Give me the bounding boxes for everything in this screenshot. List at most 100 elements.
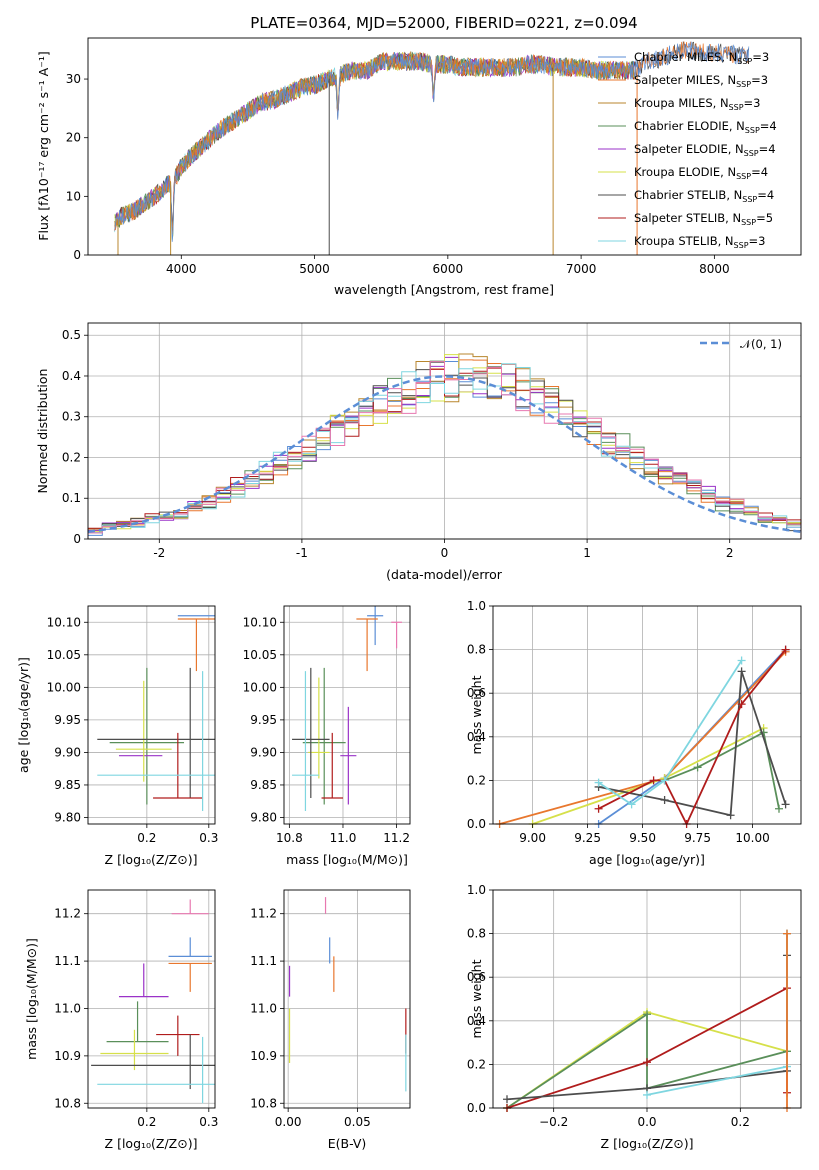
p-ageM-xtick-label: 11.0 xyxy=(330,831,357,845)
spectrum-legend-label: Kroupa MILES, NSSP=3 xyxy=(634,96,760,112)
residuals-legend: 𝒩(0, 1) xyxy=(700,337,782,351)
p-wAge-ytick-label: 0.0 xyxy=(467,817,486,831)
p-wZ-ytick-label: 0.0 xyxy=(467,1101,486,1115)
spectrum-legend-label: Salpeter STELIB, NSSP=5 xyxy=(634,211,773,227)
mass-weight-line xyxy=(532,727,765,825)
residuals-ylabel: Normed distribution xyxy=(35,369,50,494)
spectrum-panel: 4000 5000 6000 7000 8000 0 10 20 30 Chabrier MIL… xyxy=(36,37,802,297)
spectrum-ylabel: Flux [fλ10⁻¹⁷ erg cm⁻² s⁻¹ A⁻¹] xyxy=(36,51,51,240)
mass-vs-metallicity-panel: 0.2 0.3 10.8 10.9 11.0 11.1 11.2 Z [log₁₀(Z/Z⊙… xyxy=(24,889,218,1151)
age-vs-metallicity-frame xyxy=(87,605,216,825)
spectrum-legend-label: Chabrier ELODIE, NSSP=4 xyxy=(634,119,777,135)
age-vs-mass-frame xyxy=(283,605,411,825)
weight-vs-metallicity-ylabel: mass weight xyxy=(469,959,484,1038)
p-ageM-ytick-label: 10.05 xyxy=(243,648,277,662)
mass-weight-line xyxy=(598,660,743,806)
p-spectrum-ytick-label: 20 xyxy=(66,131,81,145)
spectrum-legend-label: Chabrier STELIB, NSSP=4 xyxy=(634,188,774,204)
p-mE-ytick-label: 11.0 xyxy=(250,1001,277,1015)
p-wAge-ytick-label: 1.0 xyxy=(467,599,486,613)
p-residuals-xtick-label: 0 xyxy=(441,546,449,560)
p-wZ-ytick-label: 0.4 xyxy=(467,1014,486,1028)
p-wAge-ytick-label: 0.8 xyxy=(467,643,486,657)
spectrum-legend-label: Salpeter MILES, NSSP=3 xyxy=(634,73,768,89)
p-mE-ytick-label: 10.8 xyxy=(250,1096,277,1110)
p-spectrum-ytick-label: 30 xyxy=(66,72,81,86)
residual-histogram xyxy=(87,363,802,539)
p-ageM-ytick-label: 10.10 xyxy=(243,615,277,629)
spectrum-legend-label: Salpeter ELODIE, NSSP=4 xyxy=(634,142,776,158)
mass-weight-marker xyxy=(594,778,603,787)
p-mE-xtick-label: 0.05 xyxy=(344,1115,371,1129)
p-wZ-xtick-label: −0.2 xyxy=(539,1115,568,1129)
age-vs-metallicity-xlabel: Z [log₁₀(Z/Z⊙)] xyxy=(105,852,198,867)
age-vs-metallicity-panel: 0.2 0.3 9.80 9.85 9.90 9.95 10.00 10.05 10.10 Z … xyxy=(16,605,218,867)
p-mZ-ytick-label: 11.0 xyxy=(54,1001,81,1015)
spectrum-legend-label: Kroupa ELODIE, NSSP=4 xyxy=(634,165,768,181)
figure-title: PLATE=0364, MJD=52000, FIBERID=0221, z=0… xyxy=(250,14,637,32)
normal-reference-curve xyxy=(87,375,802,534)
p-spectrum-xtick-label: 8000 xyxy=(699,262,730,276)
p-spectrum-ytick-label: 10 xyxy=(66,189,81,203)
mass-weight-marker xyxy=(783,929,791,938)
p-wZ-xtick-label: 0.0 xyxy=(637,1115,656,1129)
spectrum-line xyxy=(114,52,635,228)
spectrum-line xyxy=(114,50,635,231)
p-wAge-ytick-label: 0.6 xyxy=(467,686,486,700)
mass-weight-marker xyxy=(781,645,790,654)
p-wAge-xtick-label: 9.50 xyxy=(629,831,656,845)
mass-weight-line xyxy=(664,731,780,809)
p-mZ-xtick-label: 0.3 xyxy=(199,1115,218,1129)
mass-weight-marker xyxy=(726,811,735,820)
p-wZ-xtick-label: 0.2 xyxy=(731,1115,750,1129)
mass-weight-marker xyxy=(660,796,669,805)
p-residuals-xtick-label: -1 xyxy=(296,546,308,560)
p-mE-xtick-label: 0.00 xyxy=(275,1115,302,1129)
p-mZ-ytick-label: 11.2 xyxy=(54,907,81,921)
p-residuals-ytick-label: 0.5 xyxy=(62,328,81,342)
mass-weight-marker xyxy=(643,1090,651,1099)
age-vs-mass-xlabel: mass [log₁₀(M/M⊙)] xyxy=(286,852,408,867)
p-residuals-xtick-label: 1 xyxy=(583,546,591,560)
weight-vs-metallicity-xlabel: Z [log₁₀(Z/Z⊙)] xyxy=(601,1136,694,1151)
mass-weight-marker xyxy=(737,700,746,709)
p-residuals-ytick-label: 0.2 xyxy=(62,450,81,464)
mass-vs-ebv-frame xyxy=(283,889,411,1109)
p-mZ-ytick-label: 10.8 xyxy=(54,1096,81,1110)
p-spectrum-xtick-label: 4000 xyxy=(166,262,197,276)
weight-vs-age-ylabel: mass weight xyxy=(469,675,484,754)
p-ageZ-xtick-label: 0.2 xyxy=(137,831,156,845)
mass-weight-marker xyxy=(693,763,702,772)
age-vs-metallicity-ylabel: age [log₁₀(age/yr)] xyxy=(16,657,31,773)
p-spectrum-xtick-label: 5000 xyxy=(299,262,330,276)
mass-weight-marker xyxy=(503,1095,511,1104)
p-wAge-ytick-label: 0.2 xyxy=(467,773,486,787)
spectrum-line xyxy=(114,51,635,229)
residuals-xlabel: (data-model)/error xyxy=(386,567,503,582)
mass-weight-marker xyxy=(781,800,790,809)
p-spectrum-xtick-label: 6000 xyxy=(433,262,464,276)
p-mE-ytick-label: 11.1 xyxy=(250,954,277,968)
p-mZ-ytick-label: 11.1 xyxy=(54,954,81,968)
p-ageM-ytick-label: 10.00 xyxy=(243,680,277,694)
p-mZ-ytick-label: 10.9 xyxy=(54,1049,81,1063)
p-ageM-xtick-label: 11.2 xyxy=(383,831,410,845)
spectrum-series xyxy=(114,41,750,255)
mass-weight-marker xyxy=(643,1058,651,1067)
p-ageM-ytick-label: 9.95 xyxy=(250,713,277,727)
age-vs-mass-panel: 10.8 11.0 11.2 9.80 9.85 9.90 9.95 10.00 10.05 10… xyxy=(243,605,411,867)
p-residuals-xtick-label: -2 xyxy=(153,546,165,560)
mass-weight-marker xyxy=(737,667,746,676)
p-ageM-xtick-label: 10.8 xyxy=(276,831,303,845)
spectrum-xlabel: wavelength [Angstrom, rest frame] xyxy=(334,282,554,297)
weight-vs-age-frame xyxy=(492,605,802,825)
p-mE-ytick-label: 10.9 xyxy=(250,1049,277,1063)
mass-vs-metallicity-frame xyxy=(87,889,216,1109)
p-ageZ-ytick-label: 9.95 xyxy=(54,713,81,727)
p-ageZ-ytick-label: 10.05 xyxy=(47,648,81,662)
p-wAge-ytick-label: 0.4 xyxy=(467,730,486,744)
spectrum-legend-label: Kroupa STELIB, NSSP=3 xyxy=(634,234,765,250)
p-ageZ-ytick-label: 9.80 xyxy=(54,810,81,824)
p-wAge-xtick-label: 9.00 xyxy=(519,831,546,845)
